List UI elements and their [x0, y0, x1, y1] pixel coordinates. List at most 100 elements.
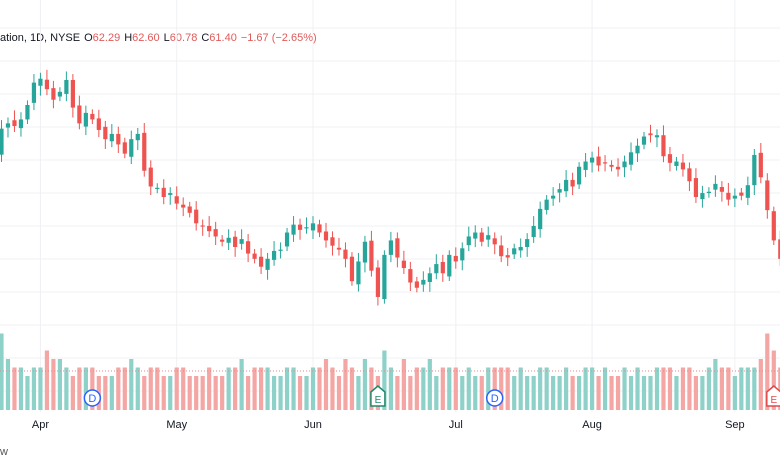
- volume-bar: [31, 367, 37, 410]
- earnings-marker-icon: [370, 385, 386, 407]
- volume-bar: [226, 367, 231, 410]
- open-label: O: [84, 32, 93, 44]
- volume-bar: [181, 367, 186, 410]
- candle-body: [479, 232, 484, 242]
- candle-body: [5, 123, 11, 128]
- volume-bar: [661, 367, 666, 410]
- volume-bar: [304, 376, 309, 410]
- volume-bar: [233, 367, 238, 410]
- volume-bar: [382, 350, 387, 410]
- candle-body: [161, 187, 166, 198]
- high-value-group: H62.60: [124, 32, 159, 44]
- candle-body: [771, 211, 776, 241]
- volume-bar: [200, 376, 205, 410]
- volume-bar: [168, 376, 173, 410]
- candle-body: [96, 118, 101, 130]
- candle-body: [343, 249, 348, 259]
- volume-bar: [310, 367, 316, 410]
- volume-bar: [544, 367, 549, 410]
- volume-bar: [479, 376, 484, 410]
- candle-body: [499, 245, 504, 257]
- volume-bar: [90, 367, 95, 410]
- candle-body: [609, 164, 614, 167]
- chart-legend-header: ation, 1D, NYSE O62.29 H62.60 L60.78 C61…: [0, 32, 317, 44]
- volume-bar: [343, 359, 348, 410]
- volume-bar: [12, 367, 17, 410]
- candle-body: [427, 273, 432, 282]
- candle-body: [557, 189, 562, 193]
- candle-body: [713, 183, 718, 190]
- volume-bar: [213, 376, 218, 410]
- open-value-group: O62.29: [84, 32, 120, 44]
- volume-bar: [122, 367, 127, 410]
- volume-bar: [667, 367, 673, 410]
- candle-body: [220, 239, 225, 242]
- volume-bar: [622, 367, 627, 410]
- volume-bar: [265, 367, 270, 410]
- candle-body: [284, 232, 290, 247]
- volume-bar: [654, 367, 660, 410]
- volume-bar: [700, 376, 705, 410]
- volume-bar: [239, 359, 244, 410]
- volume-bar: [525, 376, 530, 410]
- volume-bar: [38, 367, 43, 410]
- candle-body: [752, 154, 757, 186]
- volume-bar: [388, 367, 393, 410]
- candle-body: [615, 166, 621, 170]
- candle-body: [155, 187, 160, 190]
- candle-body: [538, 208, 543, 230]
- volume-bar: [278, 376, 283, 410]
- candle-body: [460, 248, 465, 261]
- volume-bar: [336, 376, 342, 410]
- volume-bar: [564, 367, 569, 410]
- candle-body: [18, 119, 24, 129]
- volume-bar: [148, 367, 153, 410]
- candle-body: [408, 269, 413, 283]
- candle-body: [129, 139, 134, 157]
- volume-bar: [752, 367, 757, 410]
- candle-body: [525, 239, 530, 247]
- volume-bar: [531, 376, 536, 410]
- volume-bar: [499, 367, 504, 410]
- dividend-marker-label: D: [491, 393, 499, 405]
- high-value: 62.60: [132, 32, 160, 44]
- candle-body: [369, 240, 374, 271]
- volume-bar: [551, 376, 556, 410]
- candle-body: [265, 258, 270, 270]
- candle-body: [434, 264, 439, 274]
- volume-bar: [252, 367, 257, 410]
- volume-bar: [323, 359, 329, 410]
- candle-body: [330, 237, 335, 246]
- volume-bar: [778, 367, 780, 410]
- candle-body: [544, 199, 549, 210]
- volume-bar: [583, 367, 588, 410]
- volume-bar: [258, 367, 264, 410]
- volume-bar: [628, 376, 634, 410]
- candle-body: [44, 79, 50, 90]
- candle-body: [622, 161, 627, 168]
- candle-body: [700, 193, 705, 200]
- volume-bar: [434, 376, 439, 410]
- volume-bar: [155, 367, 160, 410]
- candle-body: [57, 91, 62, 97]
- volume-bar: [330, 367, 335, 410]
- candle-body: [758, 152, 763, 178]
- candle-body: [83, 112, 88, 127]
- candle-body: [109, 133, 114, 142]
- candle-body: [90, 113, 95, 120]
- volume-bar: [648, 376, 653, 410]
- earnings-marker-icon: [766, 385, 780, 407]
- volume-bar: [518, 367, 523, 410]
- candle-body: [453, 255, 458, 262]
- candle-body: [661, 135, 666, 157]
- candle-body: [271, 250, 277, 260]
- candle-body: [765, 180, 770, 211]
- candle-body: [142, 132, 147, 171]
- volume-bar: [401, 359, 406, 410]
- volume-bar: [5, 359, 11, 410]
- candle-body: [135, 133, 140, 141]
- change-value: −1.67 (−2.65%): [240, 32, 317, 44]
- candle-body: [0, 128, 4, 155]
- volume-bar: [570, 376, 575, 410]
